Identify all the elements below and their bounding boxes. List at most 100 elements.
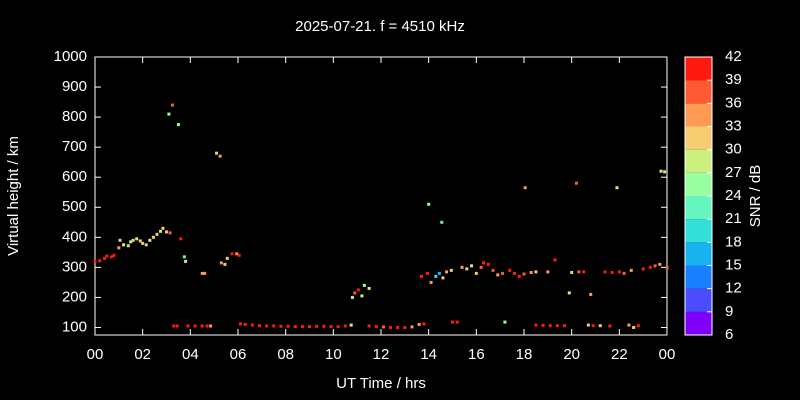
data-point [360,294,364,298]
data-point [441,276,445,280]
data-point [665,265,669,269]
data-point [479,265,483,269]
data-point [451,320,454,324]
data-point [598,324,602,328]
data-point [636,324,640,328]
data-point [570,270,574,274]
colorbar-band [685,196,712,220]
colorbar-band [685,242,712,266]
data-point [300,325,304,329]
data-point [293,325,297,329]
data-point [215,151,219,155]
data-point [410,325,414,329]
data-point [238,322,242,326]
y-tick-label: 200 [62,288,87,305]
colorbar-tick-label: 33 [725,117,742,134]
data-point [615,186,619,190]
data-point [389,325,393,329]
data-point [353,291,357,295]
data-point [434,274,438,278]
data-point [122,243,126,247]
data-point [641,267,645,271]
data-point [223,262,227,266]
x-tick-label: 06 [230,346,247,363]
data-point [286,324,290,328]
x-tick-label: 18 [516,346,533,363]
data-point [420,274,424,278]
colorbar-band [685,219,712,243]
y-tick-label: 900 [62,78,87,95]
data-point [659,169,663,173]
data-point [225,256,229,260]
data-point [151,235,155,239]
data-point [367,286,371,290]
y-tick-label: 600 [62,168,87,185]
data-point [205,324,209,328]
data-point [445,270,449,274]
colorbar-band [685,80,712,104]
data-point [503,320,507,324]
data-point [98,259,102,263]
data-point [553,258,557,262]
data-point [522,272,526,276]
y-tick-label: 300 [62,258,87,275]
data-point [135,237,139,241]
data-point [131,238,135,242]
data-point [658,262,662,266]
colorbar-tick-label: 21 [725,210,742,227]
data-point [663,170,667,174]
data-point [632,325,636,329]
data-point [470,264,474,268]
x-axis-label: UT Time / hrs [336,375,426,392]
data-point [589,292,593,296]
data-point [93,259,97,263]
data-point [308,325,311,329]
data-point [356,288,360,292]
data-point [170,103,174,107]
data-point [508,268,512,272]
data-point [237,253,241,257]
data-point [141,241,145,245]
data-point [343,324,347,328]
data-point [176,123,180,127]
x-tick-label: 00 [87,346,104,363]
data-point [279,324,283,328]
data-point [429,280,433,284]
data-point [200,324,204,328]
data-point [374,325,378,329]
data-point [186,324,190,328]
data-point [161,226,165,230]
data-point [627,323,631,327]
data-point [491,268,495,272]
y-tick-label: 400 [62,228,87,245]
data-point [582,270,586,274]
x-tick-label: 16 [468,346,485,363]
colorbar-label: SNR / dB [747,165,764,228]
data-point [144,243,148,247]
colorbar-band [685,265,712,289]
data-point [486,262,490,266]
data-point [622,271,626,275]
data-point [555,324,559,328]
data-point [481,261,485,265]
data-point [496,273,500,277]
x-tick-label: 04 [182,346,199,363]
data-point [548,324,552,328]
chart-title: 2025-07-21. f = 4510 kHz [295,18,465,35]
data-point [591,324,595,328]
data-point [110,255,114,259]
data-point [172,324,176,328]
colorbar-band [685,172,712,196]
colorbar-tick-label: 15 [725,256,742,273]
data-point [219,261,223,265]
colorbar-tick-label: 36 [725,94,742,111]
data-point [501,271,505,275]
colorbar-tick-label: 39 [725,71,742,88]
data-point [440,220,444,224]
data-point [193,324,197,328]
x-tick-label: 00 [659,346,676,363]
data-point [118,238,122,242]
data-point [512,271,516,275]
data-point [396,325,400,329]
data-point [182,255,186,259]
